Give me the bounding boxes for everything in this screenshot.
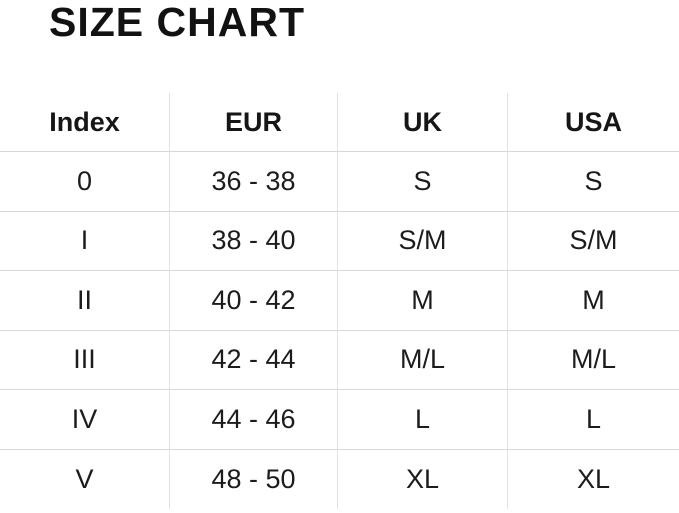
cell-usa: S/M bbox=[508, 211, 679, 271]
header-cell-index: Index bbox=[0, 93, 170, 152]
header-cell-uk: UK bbox=[338, 93, 508, 152]
cell-index: IV bbox=[0, 390, 170, 450]
header-cell-usa: USA bbox=[508, 93, 679, 152]
cell-eur: 48 - 50 bbox=[170, 449, 338, 509]
cell-index: II bbox=[0, 271, 170, 331]
header-cell-eur: EUR bbox=[170, 93, 338, 152]
cell-eur: 42 - 44 bbox=[170, 330, 338, 390]
cell-eur: 44 - 46 bbox=[170, 390, 338, 450]
cell-eur: 38 - 40 bbox=[170, 211, 338, 271]
cell-usa: M/L bbox=[508, 330, 679, 390]
cell-index: I bbox=[0, 211, 170, 271]
cell-uk: S bbox=[338, 152, 508, 212]
cell-usa: L bbox=[508, 390, 679, 450]
cell-usa: XL bbox=[508, 449, 679, 509]
cell-uk: M/L bbox=[338, 330, 508, 390]
cell-uk: L bbox=[338, 390, 508, 450]
cell-index: III bbox=[0, 330, 170, 390]
cell-uk: M bbox=[338, 271, 508, 331]
cell-eur: 40 - 42 bbox=[170, 271, 338, 331]
cell-uk: S/M bbox=[338, 211, 508, 271]
cell-index: V bbox=[0, 449, 170, 509]
page-title: SIZE CHART bbox=[49, 0, 305, 45]
cell-eur: 36 - 38 bbox=[170, 152, 338, 212]
cell-usa: S bbox=[508, 152, 679, 212]
cell-uk: XL bbox=[338, 449, 508, 509]
cell-usa: M bbox=[508, 271, 679, 331]
size-table: Index EUR UK USA 0 36 - 38 S S I 38 - 40… bbox=[0, 93, 679, 509]
cell-index: 0 bbox=[0, 152, 170, 212]
